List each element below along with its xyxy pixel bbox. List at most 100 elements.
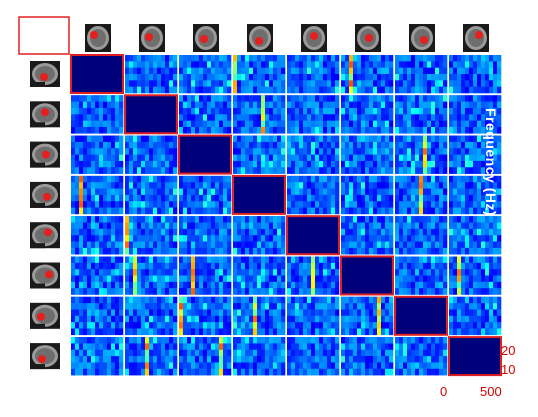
- spectrogram-pixel: [281, 275, 286, 283]
- spectrogram-pixel: [165, 362, 170, 370]
- cell-r3-c1: [71, 135, 124, 174]
- spectrogram-pixel: [303, 315, 308, 323]
- spectrogram-pixel: [287, 201, 292, 208]
- spectrogram-pixel: [465, 235, 470, 242]
- spectrogram-pixel: [295, 114, 300, 121]
- spectrogram-pixel: [119, 343, 124, 351]
- spectrogram-pixel: [191, 80, 196, 87]
- spectrogram-pixel: [307, 126, 312, 134]
- spectrogram-pixel: [261, 315, 266, 323]
- spectrogram-pixel: [103, 269, 108, 276]
- spectrogram-pixel: [403, 141, 408, 149]
- spectrogram-pixel: [141, 288, 146, 295]
- spectrogram-pixel: [153, 61, 158, 68]
- spectrogram-pixel: [187, 275, 192, 283]
- spectrogram-pixel: [111, 194, 116, 202]
- spectrogram-pixel: [219, 80, 224, 87]
- spectrogram-pixel: [427, 228, 432, 236]
- spectrogram-pixel: [327, 114, 332, 121]
- spectrogram-pixel: [261, 74, 266, 81]
- spectrogram-pixel: [485, 315, 490, 323]
- spectrogram-pixel: [125, 275, 130, 283]
- spectrogram-pixel: [481, 235, 486, 242]
- spectrogram-pixel: [453, 67, 458, 75]
- spectrogram-pixel: [227, 247, 232, 255]
- spectrogram-pixel: [439, 356, 444, 363]
- spectrogram-pixel: [237, 349, 242, 357]
- spectrogram-pixel: [481, 201, 486, 208]
- spectrogram-pixel: [199, 241, 204, 249]
- spectrogram-pixel: [233, 61, 238, 68]
- spectrogram-pixel: [415, 247, 420, 255]
- spectrogram-pixel: [245, 296, 250, 304]
- spectrogram-pixel: [385, 303, 390, 310]
- spectrogram-pixel: [125, 356, 130, 363]
- spectrogram-pixel: [411, 362, 416, 370]
- spectrogram-pixel: [153, 222, 158, 230]
- spectrogram-pixel: [281, 241, 286, 249]
- spectrogram-pixel: [227, 216, 232, 223]
- spectrogram-pixel: [75, 148, 80, 155]
- spectrogram-pixel: [129, 269, 134, 276]
- spectrogram-pixel: [119, 247, 124, 255]
- spectrogram-pixel: [381, 303, 386, 310]
- spectrogram-pixel: [273, 167, 278, 174]
- spectrogram-pixel: [341, 235, 346, 242]
- spectrogram-pixel: [219, 216, 224, 223]
- spectrogram-pixel: [345, 114, 350, 121]
- spectrogram-pixel: [133, 288, 138, 295]
- spectrogram-pixel: [169, 135, 174, 143]
- spectrogram-pixel: [435, 247, 440, 255]
- spectrogram-pixel: [327, 95, 332, 102]
- spectrogram-pixel: [341, 80, 346, 87]
- spectrogram-pixel: [435, 148, 440, 155]
- spectrogram-pixel: [207, 80, 212, 87]
- spectrogram-pixel: [497, 126, 502, 134]
- spectrogram-pixel: [119, 309, 124, 317]
- spectrogram-pixel: [497, 207, 502, 215]
- spectrogram-pixel: [157, 148, 162, 155]
- spectrogram-pixel: [219, 303, 224, 310]
- spectrogram-pixel: [83, 303, 88, 310]
- spectrogram-pixel: [191, 101, 196, 109]
- spectrogram-pixel: [377, 247, 382, 255]
- cell-r5-c7: [395, 216, 448, 255]
- spectrogram-pixel: [497, 67, 502, 75]
- spectrogram-pixel: [373, 61, 378, 68]
- spectrogram-pixel: [141, 235, 146, 242]
- spectrogram-pixel: [449, 175, 454, 183]
- cell-r8-c6: [341, 337, 394, 376]
- spectrogram-pixel: [195, 175, 200, 183]
- spectrogram-pixel: [385, 95, 390, 102]
- spectrogram-pixel: [183, 67, 188, 75]
- spectrogram-pixel: [291, 148, 296, 155]
- sagittal-mri-thumbnail-6: [30, 262, 60, 289]
- spectrogram-pixel: [95, 222, 100, 230]
- spectrogram-pixel: [161, 288, 166, 295]
- sagittal-mri-thumbnail-3: [30, 141, 60, 168]
- spectrogram-pixel: [311, 288, 316, 295]
- spectrogram-pixel: [133, 281, 138, 289]
- spectrogram-pixel: [161, 349, 166, 357]
- spectrogram-pixel: [103, 194, 108, 202]
- spectrogram-pixel: [83, 154, 88, 162]
- spectrogram-pixel: [457, 107, 462, 115]
- spectrogram-pixel: [461, 61, 466, 68]
- spectrogram-pixel: [261, 343, 266, 351]
- spectrogram-pixel: [249, 343, 254, 351]
- spectrogram-pixel: [461, 256, 466, 264]
- spectrogram-pixel: [125, 362, 130, 370]
- spectrogram-pixel: [319, 303, 324, 310]
- spectrogram-pixel: [265, 107, 270, 115]
- spectrogram-pixel: [277, 362, 282, 370]
- spectrogram-pixel: [199, 296, 204, 304]
- spectrogram-pixel: [115, 207, 120, 215]
- spectrogram-pixel: [115, 188, 120, 196]
- spectrogram-pixel: [493, 322, 498, 329]
- spectrogram-pixel: [319, 160, 324, 168]
- spectrogram-pixel: [99, 328, 104, 336]
- spectrogram-pixel: [245, 309, 250, 317]
- spectrogram-pixel: [223, 201, 228, 208]
- spectrogram-pixel: [323, 368, 328, 376]
- spectrogram-pixel: [427, 194, 432, 202]
